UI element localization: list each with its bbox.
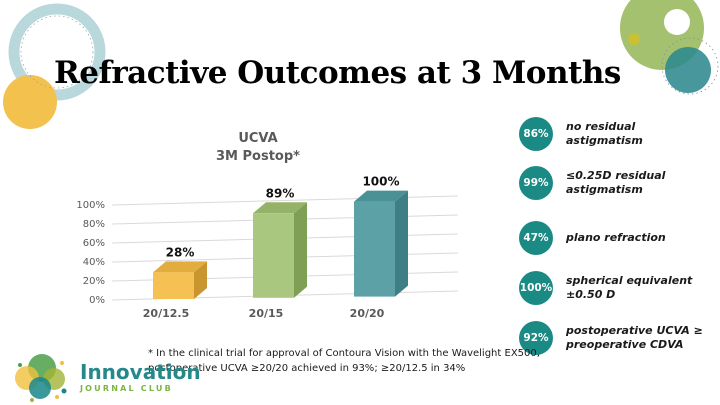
- bar-20/15: [253, 213, 294, 298]
- badge-percentage: 86%: [519, 117, 553, 151]
- badge-percentage: 99%: [519, 166, 553, 200]
- y-tick-label: 100%: [76, 200, 105, 211]
- badge-label: postoperative UCVA ≥ preoperative CDVA: [566, 324, 703, 351]
- logo-circles-icon: [15, 354, 67, 402]
- bar-top-face: [153, 261, 207, 273]
- badge-row-plano-refraction: 47% plano refraction: [519, 221, 715, 255]
- badge-row-spherical-equivalent: 100% spherical equivalent ±0.50 D: [519, 271, 715, 305]
- y-tick-label: 40%: [83, 257, 105, 268]
- badge-percentage: 92%: [519, 321, 553, 355]
- badge-row-residual-astigmatism-025: 99% ≤0.25D residual astigmatism: [519, 166, 715, 200]
- badge-label: ≤0.25D residual astigmatism: [566, 169, 666, 196]
- chart-title: UCVA 3M Postop*: [160, 130, 356, 166]
- bar-value-label: 28%: [166, 245, 195, 259]
- bar-side-face: [395, 190, 408, 297]
- bar-value-label: 89%: [266, 186, 295, 200]
- badge-label: plano refraction: [566, 231, 666, 245]
- y-tick-label: 60%: [83, 238, 105, 249]
- badge-percentage: 47%: [519, 221, 553, 255]
- logo-name: Innovation: [80, 360, 201, 384]
- chart-title-line2: 3M Postop*: [216, 149, 300, 164]
- bar-20/20: [354, 201, 395, 297]
- bar-category-label: 20/12.5: [143, 307, 189, 320]
- bar-side-face: [194, 261, 207, 299]
- y-tick-label: 0%: [89, 295, 105, 306]
- bar-top-face: [354, 190, 408, 202]
- badge-percentage: 100%: [519, 271, 553, 305]
- page-title: Refractive Outcomes at 3 Months: [54, 54, 621, 91]
- y-tick-label: 20%: [83, 276, 105, 287]
- bar-category-label: 20/15: [249, 307, 284, 320]
- innovation-journal-club-logo: Innovation JOURNAL CLUB: [12, 351, 201, 403]
- y-tick-label: 80%: [83, 219, 105, 230]
- footnote: * In the clinical trial for approval of …: [148, 347, 558, 376]
- badge-label: spherical equivalent ±0.50 D: [566, 274, 693, 301]
- footnote-line1: * In the clinical trial for approval of …: [148, 348, 540, 359]
- chart-title-line1: UCVA: [238, 131, 278, 146]
- footnote-line2: postoperative UCVA ≥20/20 achieved in 93…: [148, 362, 466, 374]
- bar-20/12.5: [153, 272, 194, 299]
- bar-side-face: [294, 202, 307, 298]
- logo-text: Innovation JOURNAL CLUB: [80, 361, 201, 393]
- badge-row-no-residual-astigmatism: 86% no residual astigmatism: [519, 117, 715, 151]
- badge-row-postop-ucva: 92% postoperative UCVA ≥ preoperative CD…: [519, 321, 715, 355]
- badge-label: no residual astigmatism: [566, 120, 643, 147]
- logo-subtitle: JOURNAL CLUB: [80, 384, 173, 393]
- bar-top-face: [253, 202, 307, 214]
- bar-category-label: 20/20: [350, 307, 385, 320]
- bar-value-label: 100%: [362, 175, 399, 189]
